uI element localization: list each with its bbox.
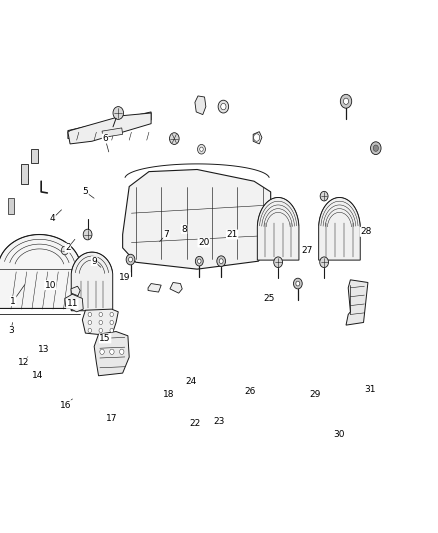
Circle shape [198, 259, 201, 263]
Text: 13: 13 [38, 345, 49, 353]
Text: 29: 29 [310, 390, 321, 399]
Circle shape [195, 256, 203, 266]
Text: 11: 11 [67, 300, 78, 308]
Text: 25: 25 [264, 294, 275, 303]
Text: 21: 21 [226, 230, 238, 239]
Polygon shape [253, 132, 262, 144]
Text: 27: 27 [301, 246, 312, 255]
Circle shape [99, 320, 102, 325]
Text: 19: 19 [119, 273, 131, 281]
Circle shape [254, 134, 260, 141]
Polygon shape [258, 198, 299, 260]
Polygon shape [68, 112, 151, 139]
Circle shape [343, 98, 349, 104]
Text: 15: 15 [99, 334, 111, 343]
Text: 3: 3 [8, 326, 14, 335]
Text: 2: 2 [65, 244, 71, 252]
Text: 22: 22 [189, 419, 201, 428]
Circle shape [293, 278, 302, 289]
Text: 23: 23 [213, 417, 225, 425]
Circle shape [320, 257, 328, 268]
Circle shape [110, 349, 114, 354]
FancyBboxPatch shape [21, 164, 28, 184]
Text: 14: 14 [32, 372, 43, 380]
Text: 9: 9 [91, 257, 97, 265]
Circle shape [126, 254, 135, 265]
Polygon shape [65, 294, 83, 312]
Polygon shape [170, 282, 182, 293]
Text: 17: 17 [106, 414, 117, 423]
Circle shape [113, 107, 124, 119]
Polygon shape [123, 169, 271, 269]
Circle shape [120, 349, 124, 354]
Text: 31: 31 [364, 385, 376, 393]
Circle shape [219, 259, 223, 264]
Circle shape [296, 281, 300, 286]
Polygon shape [102, 128, 123, 138]
Circle shape [110, 312, 113, 317]
Circle shape [218, 100, 229, 113]
Circle shape [88, 312, 92, 317]
Text: 20: 20 [198, 238, 209, 247]
Text: 4: 4 [50, 214, 55, 223]
Polygon shape [82, 309, 118, 336]
Circle shape [61, 246, 68, 255]
Circle shape [371, 142, 381, 155]
Circle shape [373, 145, 378, 151]
Circle shape [129, 257, 132, 262]
FancyBboxPatch shape [8, 198, 14, 214]
Circle shape [83, 229, 92, 240]
Polygon shape [0, 235, 81, 309]
Circle shape [110, 328, 113, 333]
Polygon shape [346, 280, 368, 325]
Text: 5: 5 [82, 188, 88, 196]
Circle shape [198, 144, 205, 154]
Text: 28: 28 [360, 228, 371, 236]
Text: 16: 16 [60, 401, 71, 409]
Text: 30: 30 [334, 430, 345, 439]
Circle shape [99, 312, 102, 317]
Text: 7: 7 [163, 230, 170, 239]
Polygon shape [71, 286, 80, 296]
Circle shape [100, 349, 104, 354]
Polygon shape [68, 113, 151, 144]
Text: 24: 24 [185, 377, 196, 385]
Polygon shape [319, 198, 360, 260]
Circle shape [88, 328, 92, 333]
Polygon shape [148, 284, 161, 292]
Circle shape [320, 191, 328, 201]
Text: 1: 1 [10, 297, 16, 305]
Circle shape [200, 147, 203, 151]
Polygon shape [94, 332, 129, 376]
Text: 8: 8 [181, 225, 187, 233]
Circle shape [340, 94, 352, 108]
Text: 6: 6 [102, 134, 108, 143]
Polygon shape [71, 252, 113, 311]
Circle shape [99, 328, 102, 333]
Circle shape [110, 320, 113, 325]
FancyBboxPatch shape [31, 149, 38, 163]
Circle shape [170, 133, 179, 144]
Circle shape [274, 257, 283, 268]
Circle shape [88, 320, 92, 325]
Circle shape [221, 103, 226, 110]
Polygon shape [195, 96, 206, 115]
Text: 10: 10 [45, 281, 56, 289]
Text: 12: 12 [18, 358, 30, 367]
Text: 18: 18 [163, 390, 174, 399]
Text: 26: 26 [244, 387, 255, 396]
Circle shape [217, 256, 226, 266]
